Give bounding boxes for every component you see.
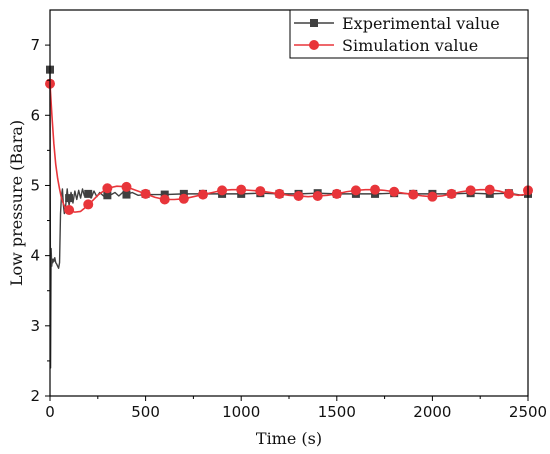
- legend-item-simulation: Simulation value: [294, 36, 478, 55]
- y-axis-ticks: 2 3 4 5 6 7: [30, 36, 50, 405]
- series-layer: [45, 65, 533, 369]
- x-tick-label: 2000: [413, 403, 451, 421]
- plot-frame: [49, 9, 529, 397]
- data-point-circle: [389, 186, 400, 197]
- data-point-circle: [197, 189, 208, 200]
- data-point-circle: [102, 183, 113, 194]
- y-tick-label: 5: [30, 176, 40, 194]
- data-point-circle: [427, 191, 438, 202]
- series-line: [49, 69, 529, 369]
- x-tick-label: 1500: [318, 403, 356, 421]
- series-experimental: [46, 65, 532, 369]
- y-tick-label: 3: [30, 317, 40, 335]
- legend-label-experimental: Experimental value: [342, 14, 500, 33]
- data-point-circle: [255, 186, 266, 197]
- data-point-circle: [178, 193, 189, 204]
- data-point-circle: [274, 188, 285, 199]
- data-point-circle: [236, 184, 247, 195]
- data-point-circle: [83, 199, 94, 210]
- data-point-circle: [64, 205, 75, 216]
- data-point-circle: [312, 190, 323, 201]
- x-tick-label: 2500: [509, 403, 547, 421]
- legend-label-simulation: Simulation value: [342, 36, 478, 55]
- y-tick-label: 6: [30, 106, 40, 124]
- data-point-circle: [331, 188, 342, 199]
- legend-item-experimental: Experimental value: [294, 14, 500, 33]
- data-point-circle: [293, 190, 304, 201]
- x-tick-label: 1000: [222, 403, 260, 421]
- data-point-square: [122, 190, 131, 199]
- data-point-circle: [370, 184, 381, 195]
- data-point-square: [65, 194, 74, 203]
- y-tick-label: 7: [30, 36, 40, 54]
- data-point-circle: [217, 185, 228, 196]
- x-axis-ticks: 0 500 1000 1500 2000 2500: [45, 396, 547, 421]
- x-axis-title: Time (s): [256, 429, 322, 448]
- data-point-circle: [350, 185, 361, 196]
- data-point-circle: [484, 184, 495, 195]
- x-tick-label: 0: [45, 403, 55, 421]
- y-tick-label: 4: [30, 247, 40, 265]
- legend-box: [289, 9, 529, 59]
- legend: Experimental value Simulation value: [289, 9, 529, 59]
- legend-marker-circle: [309, 40, 319, 50]
- y-axis-title: Low pressure (Bara): [7, 120, 26, 286]
- data-point-circle: [465, 185, 476, 196]
- series-simulation: [45, 78, 533, 216]
- data-point-circle: [503, 188, 514, 199]
- data-point-circle: [446, 188, 457, 199]
- x-tick-label: 500: [131, 403, 160, 421]
- legend-marker-square: [310, 19, 318, 27]
- data-point-square: [103, 191, 112, 200]
- data-point-circle: [140, 188, 151, 199]
- data-point-circle: [408, 189, 419, 200]
- y-tick-label: 2: [30, 387, 40, 405]
- data-point-square: [84, 189, 93, 198]
- data-point-circle: [121, 181, 132, 192]
- data-point-circle: [159, 194, 170, 205]
